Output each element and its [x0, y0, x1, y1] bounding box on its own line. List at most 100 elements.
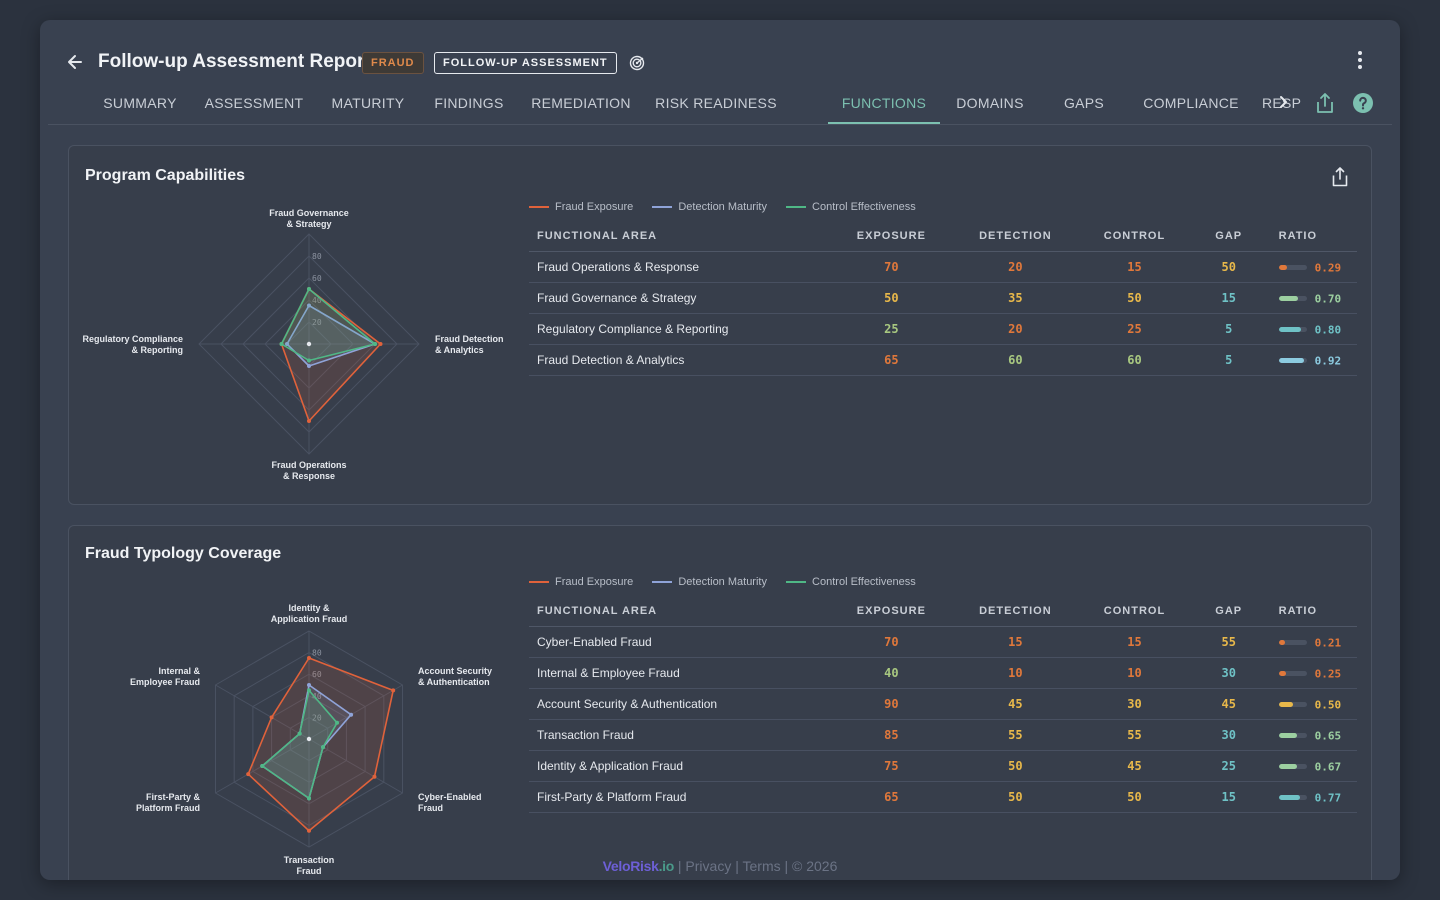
table-row[interactable]: Account Security & Authentication 90 45 30 4… — [529, 688, 1357, 720]
ratio-cell: 0.77 — [1270, 781, 1357, 813]
footer-links[interactable]: | Privacy | Terms | © 2026 — [677, 858, 838, 874]
ratio-bar — [1278, 296, 1307, 302]
area-cell: Fraud Operations & Response — [529, 251, 835, 283]
col-ratio[interactable]: RATIO — [1270, 221, 1357, 252]
radar-tick-label: 40 — [312, 296, 322, 305]
radar-tick-label: 20 — [312, 318, 322, 327]
table-row[interactable]: Cyber-Enabled Fraud 70 15 15 55 0.21 — [529, 626, 1357, 658]
brand-logo[interactable]: VeloRisk.io — [602, 858, 675, 874]
tab-remediation[interactable]: REMEDIATION — [531, 95, 631, 111]
radar-category-label: Account Security & Authentication — [418, 666, 492, 687]
tab-summary[interactable]: SUMMARY — [103, 95, 177, 111]
radar-tick-label: 20 — [312, 713, 322, 722]
radar-tick-label: 80 — [312, 649, 322, 658]
table-row[interactable]: Internal & Employee Fraud 40 10 10 30 0.25 — [529, 657, 1357, 689]
col-exposure[interactable]: EXPOSURE — [834, 221, 949, 252]
radar-point — [321, 745, 326, 750]
col-gap[interactable]: GAP — [1186, 596, 1271, 627]
radar-category-label: Transaction Fraud — [284, 855, 335, 876]
tab-risk-readiness[interactable]: RISK READINESS — [655, 95, 777, 111]
tab-assessment[interactable]: ASSESSMENT — [204, 95, 304, 111]
detection-cell: 45 — [948, 688, 1083, 720]
tab-maturity[interactable]: MATURITY — [331, 95, 405, 111]
legend-item: Control Effectiveness — [786, 201, 916, 213]
fraud-typology-panel: Fraud Typology Coverage 20 40 60 80 Identity… — [68, 525, 1372, 880]
table-row[interactable]: Transaction Fraud 85 55 55 30 0.65 — [529, 719, 1357, 751]
tab-findings[interactable]: FINDINGS — [434, 95, 504, 111]
radar-point — [307, 796, 311, 801]
tab-domains[interactable]: DOMAINS — [956, 95, 1024, 111]
radar-point — [279, 342, 284, 346]
ratio-bar — [1278, 795, 1307, 801]
control-cell: 10 — [1082, 657, 1187, 689]
control-cell: 60 — [1082, 344, 1187, 376]
col-exposure[interactable]: EXPOSURE — [834, 596, 949, 627]
legend-label: Fraud Exposure — [555, 201, 634, 213]
col-functional-area[interactable]: FUNCTIONAL AREA — [529, 221, 835, 252]
legend-item: Detection Maturity — [652, 201, 767, 213]
ratio-value: 0.92 — [1314, 354, 1342, 368]
ratio-cell: 0.70 — [1270, 282, 1357, 314]
tab-compliance[interactable]: COMPLIANCE — [1143, 95, 1239, 111]
ratio-cell: 0.29 — [1270, 251, 1357, 283]
radar-category-label-line: Fraud Governance — [269, 208, 349, 218]
radar-point — [260, 764, 265, 768]
table-row[interactable]: Identity & Application Fraud 75 50 45 25 0.67 — [529, 750, 1357, 782]
radar-point — [307, 656, 311, 660]
gap-cell: 50 — [1186, 251, 1271, 283]
chevron-right-icon[interactable] — [1276, 94, 1290, 110]
radar-category-label-line: & Response — [283, 471, 335, 481]
typology-table: FUNCTIONAL AREA EXPOSURE DETECTION CONTR… — [529, 596, 1357, 813]
col-control[interactable]: CONTROL — [1082, 596, 1187, 627]
detection-cell: 55 — [948, 719, 1083, 751]
table-row[interactable]: Regulatory Compliance & Reporting 25 20 25 5… — [529, 313, 1357, 345]
back-arrow-icon[interactable] — [65, 52, 85, 72]
more-options-icon[interactable] — [1350, 50, 1370, 70]
col-ratio[interactable]: RATIO — [1270, 596, 1357, 627]
radar-category-label-line: & Strategy — [286, 219, 331, 229]
radar-point — [378, 342, 383, 346]
radar-axis — [215, 684, 310, 740]
help-icon[interactable] — [1353, 93, 1373, 113]
ratio-bar — [1278, 733, 1307, 739]
ratio-bar — [1278, 671, 1307, 677]
radar-center — [306, 736, 312, 742]
gap-cell: 30 — [1186, 657, 1271, 689]
col-gap[interactable]: GAP — [1186, 221, 1271, 252]
exposure-cell: 90 — [834, 688, 949, 720]
share-icon[interactable] — [1315, 92, 1335, 114]
radar-category-label-line: Account Security — [418, 666, 492, 676]
gap-cell: 55 — [1186, 626, 1271, 658]
col-detection[interactable]: DETECTION — [948, 221, 1083, 252]
radar-point — [297, 731, 302, 736]
ratio-bar — [1278, 358, 1307, 364]
radar-icon[interactable] — [629, 55, 645, 71]
area-cell: Regulatory Compliance & Reporting — [529, 313, 835, 345]
ratio-bar-fill — [1278, 671, 1286, 677]
table-row[interactable]: First-Party & Platform Fraud 65 50 50 15 0.77 — [529, 781, 1357, 813]
exposure-cell: 70 — [834, 626, 949, 658]
footer: VeloRisk.io | Privacy | Terms | © 2026 — [40, 858, 1400, 874]
export-icon[interactable] — [1331, 167, 1349, 187]
col-detection[interactable]: DETECTION — [948, 596, 1083, 627]
tab-functions[interactable]: FUNCTIONS — [828, 82, 940, 124]
table-row[interactable]: Fraud Detection & Analytics 65 60 60 5 0.92 — [529, 344, 1357, 376]
table-row[interactable]: Fraud Operations & Response 70 20 15 50 0.29 — [529, 251, 1357, 283]
col-functional-area[interactable]: FUNCTIONAL AREA — [529, 596, 835, 627]
legend-label: Fraud Exposure — [555, 576, 634, 588]
radar-point — [372, 774, 377, 779]
col-control[interactable]: CONTROL — [1082, 221, 1187, 252]
ratio-bar-fill — [1278, 795, 1301, 801]
brand-name: VeloRisk — [602, 858, 659, 874]
ratio-bar-fill — [1278, 265, 1287, 271]
legend-item: Control Effectiveness — [786, 576, 916, 588]
ratio-bar — [1278, 640, 1307, 646]
gap-cell: 15 — [1186, 781, 1271, 813]
radar-category-label: Regulatory Compliance & Reporting — [82, 334, 183, 355]
ratio-bar-fill — [1278, 640, 1285, 646]
tab-resp[interactable]: RESP — [1262, 95, 1302, 111]
table-row[interactable]: Fraud Governance & Strategy 50 35 50 15 0.70 — [529, 282, 1357, 314]
tab-gaps[interactable]: GAPS — [1063, 95, 1105, 111]
report-window: Follow-up Assessment Report FRAUD FOLLOW… — [40, 20, 1400, 880]
tab-divider — [48, 124, 1392, 125]
